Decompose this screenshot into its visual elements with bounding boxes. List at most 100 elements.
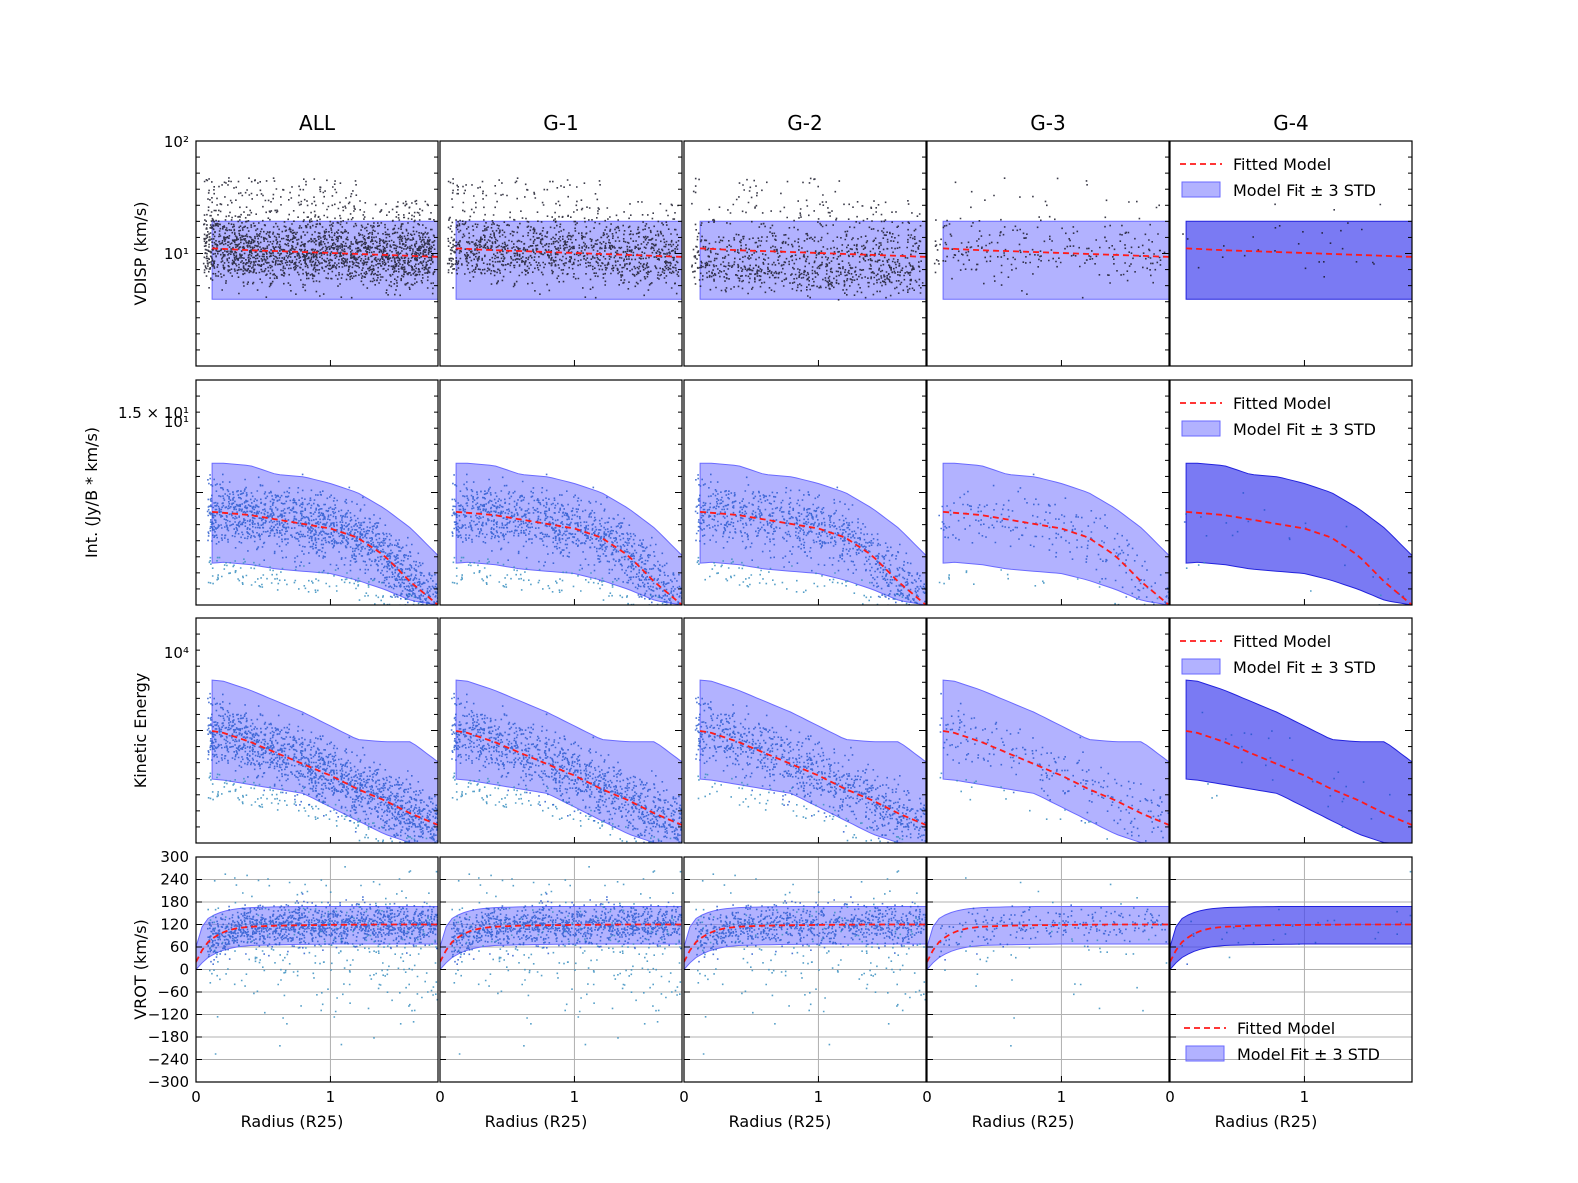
legend-band-swatch	[1185, 1045, 1225, 1062]
fitted-model-line	[212, 511, 438, 605]
model-band	[699, 220, 926, 300]
y-tick-label: −240	[148, 1051, 189, 1069]
panel-vdisp-all	[195, 140, 439, 367]
panel-plot-area	[938, 462, 1169, 605]
legend-band-label: Model Fit ± 3 STD	[1233, 420, 1376, 439]
panel-plot-area	[1170, 857, 1412, 1082]
fitted-model-line	[700, 247, 926, 258]
y-axis-label: Int. (Jy/B * km/s)	[82, 427, 101, 558]
panel-vdisp-g-4: Fitted Model Model Fit ± 3 STD	[1169, 140, 1413, 367]
fitted-model-line	[699, 730, 926, 826]
fitted-model-line	[942, 730, 1169, 826]
y-axis-label: VDISP (km/s)	[131, 202, 150, 306]
panel-ke-g-2	[683, 617, 927, 844]
panel-plot-area	[1182, 190, 1412, 300]
scatter-points-black	[935, 177, 1160, 222]
scatter-points	[939, 692, 1169, 842]
legend-fit-label: Fitted Model	[1233, 155, 1331, 174]
ticks	[926, 379, 1169, 605]
legend-band-label: Model Fit ± 3 STD	[1237, 1045, 1380, 1064]
y-tick-label: 10¹	[164, 413, 189, 431]
scatter-points	[450, 893, 682, 965]
scatter-points	[206, 893, 438, 965]
ticks	[439, 856, 575, 1083]
y-tick-label: −180	[148, 1028, 189, 1046]
panel-ke-g-4: Fitted Model Model Fit ± 3 STD	[1169, 617, 1413, 844]
legend-fit-label: Fitted Model	[1233, 394, 1331, 413]
panel-plot-area	[196, 857, 438, 1082]
x-axis-label: Radius (R25)	[972, 1112, 1075, 1131]
x-axis-labels: Radius (R25) Radius (R25) Radius (R25) Radi…	[241, 1112, 1318, 1131]
y-tick-label: 10⁴	[164, 644, 189, 662]
y-tick-label: 10¹	[164, 245, 189, 263]
panel-int-g-1	[439, 379, 683, 606]
ticks	[1169, 856, 1305, 1083]
model-band	[699, 462, 926, 605]
y-tick-label: −60	[157, 983, 189, 1001]
fitted-model-line	[1170, 923, 1412, 963]
column-title-g-3: G-3	[1030, 111, 1065, 135]
column-title-g-2: G-2	[787, 111, 822, 135]
x-axis-label: Radius (R25)	[241, 1112, 344, 1131]
y-tick-label: −300	[148, 1073, 189, 1091]
model-band	[942, 220, 1169, 300]
panel-plot-area	[684, 857, 926, 1082]
fitted-model-line	[456, 247, 682, 258]
fitted-model-line	[927, 923, 1169, 963]
panel-vdisp-g-1	[439, 140, 683, 367]
panel-plot-area	[927, 857, 1169, 1082]
ticks	[195, 856, 331, 1083]
fitted-model-line	[196, 923, 438, 963]
panel-plot-area	[933, 177, 1169, 300]
panel-ke-all	[195, 617, 439, 844]
legend-band-label: Model Fit ± 3 STD	[1233, 181, 1376, 200]
panel-int-g-3	[926, 379, 1170, 606]
scatter-points-outliers	[944, 877, 1168, 1047]
panel-ke-g-3	[926, 617, 1170, 844]
fitted-model-line	[212, 247, 438, 258]
ticks	[683, 617, 926, 843]
panel-plot-area	[446, 177, 682, 300]
ticks	[1169, 379, 1412, 605]
fitted-model-line	[440, 923, 682, 963]
x-tick-label: 0	[435, 1088, 445, 1106]
column-title-g-1: G-1	[543, 111, 578, 135]
scatter-points	[206, 692, 438, 843]
model-band	[927, 906, 1169, 971]
ticks	[683, 856, 819, 1083]
panels-grid: Fitted Model Model Fit ± 3 STD Fitted Mode…	[191, 140, 1413, 1106]
ticks	[195, 617, 438, 843]
fitted-model-line	[456, 511, 682, 605]
y-tick-label: 1.5 × 10¹	[118, 404, 189, 422]
scatter-points	[446, 221, 680, 299]
panel-plot-area	[1183, 462, 1412, 605]
scatter-points	[933, 222, 1166, 299]
ticks	[926, 617, 1169, 843]
ticks	[439, 617, 682, 843]
x-tick-label: 1	[1057, 1088, 1067, 1106]
x-tick-label: 1	[1300, 1088, 1310, 1106]
x-tick-label: 0	[191, 1088, 201, 1106]
y-tick-label: 60	[170, 938, 189, 956]
ticks	[439, 379, 682, 605]
legend: Fitted Model Model Fit ± 3 STD	[1180, 394, 1376, 439]
x-tick-label: 0	[1165, 1088, 1175, 1106]
panel-int-g-2	[683, 379, 927, 606]
y-tick-label: 240	[160, 871, 189, 889]
legend: Fitted Model Model Fit ± 3 STD	[1184, 1019, 1380, 1064]
panel-plot-area	[206, 679, 438, 843]
panel-plot-area	[694, 462, 926, 605]
panel-plot-area	[1185, 679, 1412, 843]
legend: Fitted Model Model Fit ± 3 STD	[1180, 632, 1376, 677]
panel-plot-area	[694, 679, 926, 843]
ticks	[195, 140, 438, 366]
panel-plot-area	[450, 679, 682, 843]
scatter-points-outliers	[696, 556, 908, 605]
y-tick-label: 300	[160, 848, 189, 866]
legend-band-label: Model Fit ± 3 STD	[1233, 658, 1376, 677]
panel-plot-area	[440, 857, 682, 1082]
x-axis-label: Radius (R25)	[485, 1112, 588, 1131]
